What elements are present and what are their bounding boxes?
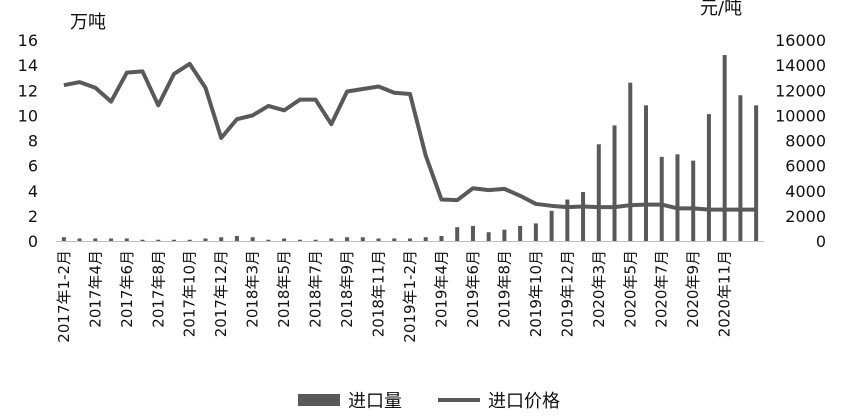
left-tick-label: 12 xyxy=(18,81,38,100)
x-tick-label: 2019年4月 xyxy=(432,250,450,328)
x-tick-label: 2019年6月 xyxy=(464,250,482,328)
volume-bar xyxy=(549,210,554,241)
x-tick-label: 2020年7月 xyxy=(653,250,671,328)
volume-bar xyxy=(596,144,601,241)
x-tick-label: 2020年11月 xyxy=(716,250,734,337)
x-tick-label: 2018年11月 xyxy=(370,250,388,337)
left-tick-label: 8 xyxy=(28,132,38,151)
x-tick-label: 2019年8月 xyxy=(495,250,513,328)
left-tick-label: 10 xyxy=(18,106,38,125)
volume-bar xyxy=(408,238,412,241)
volume-bar xyxy=(61,237,66,241)
x-tick-label: 2018年7月 xyxy=(307,250,325,328)
left-tick-label: 16 xyxy=(18,31,38,50)
volume-bar xyxy=(722,55,727,241)
volume-bar xyxy=(376,238,381,241)
volume-bar xyxy=(644,105,648,241)
volume-bar xyxy=(659,156,664,241)
x-tick-label: 2018年5月 xyxy=(275,250,293,328)
volume-bar xyxy=(156,239,161,241)
volume-bar xyxy=(77,238,82,241)
volume-bar xyxy=(518,225,523,241)
left-tick-label: 4 xyxy=(28,182,38,201)
volume-bar xyxy=(502,229,507,241)
x-tick-label: 2017年1-2月 xyxy=(55,250,73,343)
right-axis-unit: 元/吨 xyxy=(700,0,742,19)
volume-bar xyxy=(628,82,633,242)
import-price-line xyxy=(63,61,757,212)
x-tick-label: 2017年10月 xyxy=(181,250,199,337)
x-tick-label: 2019年1-2月 xyxy=(401,250,419,343)
volume-bar xyxy=(754,105,759,241)
volume-bar xyxy=(219,237,224,241)
right-tick-label: 8000 xyxy=(785,132,826,151)
volume-bar xyxy=(329,238,334,241)
x-tick-label: 2017年4月 xyxy=(86,250,104,328)
volume-bar xyxy=(313,239,318,241)
volume-bar xyxy=(124,238,129,241)
x-tick-label: 2020年3月 xyxy=(590,250,608,328)
import-volume-bars xyxy=(61,55,759,242)
volume-bar xyxy=(392,238,397,241)
volume-bar xyxy=(345,237,350,241)
right-tick-label: 6000 xyxy=(785,157,826,176)
volume-bar xyxy=(533,223,538,241)
legend-label-volume: 进口量 xyxy=(348,391,402,412)
volume-bar xyxy=(234,235,239,241)
left-tick-label: 0 xyxy=(28,232,38,251)
x-tick-label: 2020年9月 xyxy=(684,250,702,328)
volume-bar xyxy=(172,239,176,241)
left-tick-label: 14 xyxy=(18,56,38,75)
volume-bar xyxy=(581,192,586,241)
right-tick-label: 10000 xyxy=(775,106,826,125)
volume-bar xyxy=(565,199,570,241)
x-tick-label: 2018年9月 xyxy=(338,250,356,328)
right-tick-label: 16000 xyxy=(775,31,826,50)
legend: 进口量 进口价格 xyxy=(298,391,560,412)
volume-bar xyxy=(612,125,617,241)
left-tick-label: 2 xyxy=(28,207,38,226)
volume-bar xyxy=(250,237,255,241)
right-tick-label: 4000 xyxy=(785,182,826,201)
volume-bar xyxy=(455,227,460,241)
x-tick-label: 2017年8月 xyxy=(149,250,167,328)
right-axis-ticks: 0 2000 4000 6000 8000 10000 12000 14000 16000 xyxy=(775,31,826,251)
volume-bar xyxy=(691,160,696,241)
volume-bar xyxy=(282,238,287,241)
volume-bar xyxy=(93,238,98,241)
x-tick-label: 2019年10月 xyxy=(527,250,545,337)
x-tick-label: 2017年12月 xyxy=(212,250,230,337)
legend-swatch-volume xyxy=(298,394,340,406)
volume-bar xyxy=(187,239,192,241)
right-tick-label: 14000 xyxy=(775,56,826,75)
volume-bar xyxy=(706,114,711,241)
right-tick-label: 12000 xyxy=(775,81,826,100)
right-tick-label: 2000 xyxy=(785,207,826,226)
x-tick-label: 2018年3月 xyxy=(244,250,262,328)
legend-label-price: 进口价格 xyxy=(488,391,560,412)
x-tick-label: 2020年5月 xyxy=(621,250,639,328)
x-tick-label: 2017年6月 xyxy=(118,250,136,328)
x-axis-ticks: 2017年1-2月 2017年4月 2017年6月 2017年8月 2017年10月 20… xyxy=(55,250,734,343)
volume-bar xyxy=(423,237,428,241)
x-tick-label: 2019年12月 xyxy=(558,250,576,337)
left-tick-label: 6 xyxy=(28,157,38,176)
volume-bar xyxy=(738,95,743,241)
volume-bar xyxy=(675,154,680,241)
left-axis-ticks: 0 2 4 6 8 10 12 14 16 xyxy=(18,31,38,251)
volume-bar xyxy=(297,239,302,241)
volume-bar xyxy=(203,238,208,241)
volume-bar xyxy=(486,232,491,241)
volume-bar xyxy=(470,225,475,241)
volume-bar xyxy=(140,239,145,241)
volume-bar xyxy=(439,235,444,241)
left-axis-unit: 万吨 xyxy=(70,12,106,33)
volume-bar xyxy=(266,239,271,241)
volume-bar xyxy=(360,237,365,241)
right-tick-label: 0 xyxy=(816,232,826,251)
volume-bar xyxy=(109,238,114,241)
